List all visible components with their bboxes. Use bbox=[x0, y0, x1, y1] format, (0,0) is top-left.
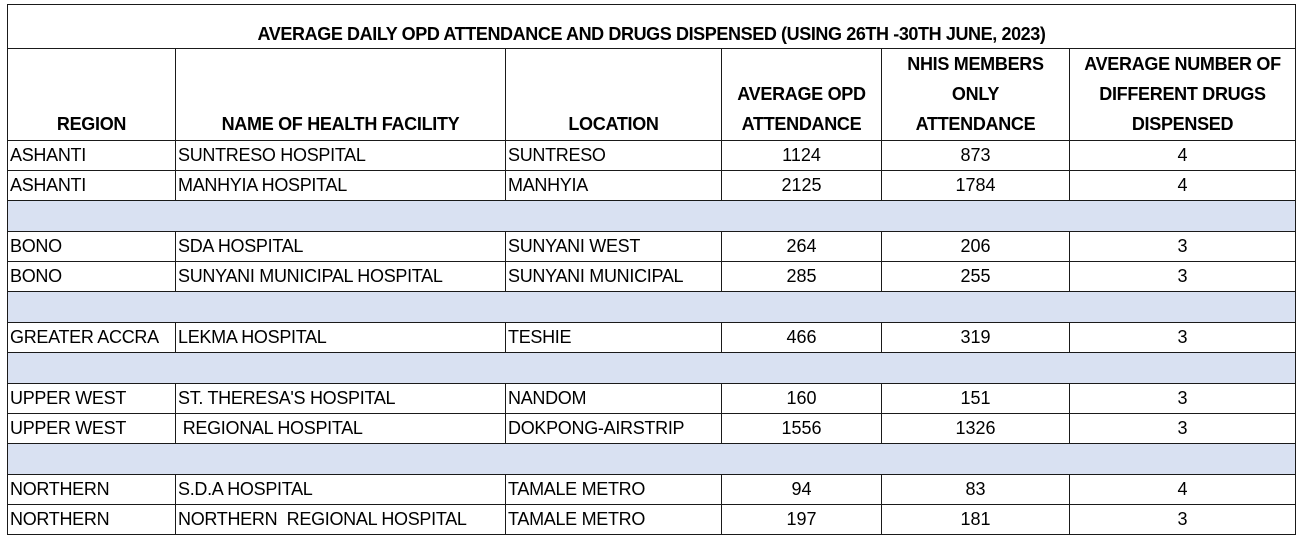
cell-drugs: 4 bbox=[1068, 474, 1297, 505]
header-facility: NAME OF HEALTH FACILITY bbox=[175, 48, 506, 141]
header-region: REGION bbox=[7, 48, 176, 141]
cell-facility: SUNYANI MUNICIPAL HOSPITAL bbox=[175, 261, 506, 292]
cell-region: ASHANTI bbox=[7, 170, 176, 201]
separator-cell bbox=[6, 443, 1297, 475]
separator-cell bbox=[6, 200, 1297, 232]
table-title: AVERAGE DAILY OPD ATTENDANCE AND DRUGS D… bbox=[6, 4, 1297, 49]
cell-drugs: 3 bbox=[1068, 231, 1297, 262]
cell-facility: MANHYIA HOSPITAL bbox=[175, 170, 506, 201]
cell-opd: 466 bbox=[721, 322, 882, 353]
cell-location: NANDOM bbox=[505, 383, 722, 414]
cell-location: TAMALE METRO bbox=[505, 504, 722, 535]
cell-region: NORTHERN bbox=[7, 474, 176, 505]
cell-opd: 2125 bbox=[721, 170, 882, 201]
cell-facility: ST. THERESA'S HOSPITAL bbox=[175, 383, 506, 414]
cell-opd: 94 bbox=[721, 474, 882, 505]
cell-nhis: 206 bbox=[881, 231, 1070, 262]
header-drugs-line-1: AVERAGE NUMBER OF bbox=[1084, 54, 1281, 74]
table-row: BONO SUNYANI MUNICIPAL HOSPITAL SUNYANI … bbox=[7, 261, 1297, 292]
table-row: BONO SDA HOSPITAL SUNYANI WEST 264 206 3 bbox=[7, 231, 1297, 262]
cell-region: BONO bbox=[7, 261, 176, 292]
cell-location: TESHIE bbox=[505, 322, 722, 353]
opd-attendance-table: AVERAGE DAILY OPD ATTENDANCE AND DRUGS D… bbox=[6, 4, 1297, 535]
cell-opd: 1124 bbox=[721, 140, 882, 171]
cell-region: UPPER WEST bbox=[7, 413, 176, 444]
table-row: NORTHERN NORTHERN REGIONAL HOSPITAL TAMA… bbox=[7, 504, 1297, 535]
header-opd-attendance: AVERAGE OPD ATTENDANCE bbox=[721, 48, 882, 141]
cell-drugs: 4 bbox=[1068, 170, 1297, 201]
cell-location: SUNYANI WEST bbox=[505, 231, 722, 262]
header-opd-line-1: AVERAGE OPD bbox=[737, 84, 866, 104]
header-location: LOCATION bbox=[505, 48, 722, 141]
table-row: GREATER ACCRA LEKMA HOSPITAL TESHIE 466 … bbox=[7, 322, 1297, 353]
cell-nhis: 83 bbox=[881, 474, 1070, 505]
cell-facility: REGIONAL HOSPITAL bbox=[175, 413, 506, 444]
cell-nhis: 181 bbox=[881, 504, 1070, 535]
header-drugs-dispensed: AVERAGE NUMBER OF DIFFERENT DRUGS DISPEN… bbox=[1068, 48, 1297, 141]
title-row: AVERAGE DAILY OPD ATTENDANCE AND DRUGS D… bbox=[6, 4, 1297, 49]
cell-region: UPPER WEST bbox=[7, 383, 176, 414]
separator-cell bbox=[6, 291, 1297, 323]
cell-nhis: 1784 bbox=[881, 170, 1070, 201]
cell-location: MANHYIA bbox=[505, 170, 722, 201]
region-separator-row bbox=[6, 443, 1297, 475]
cell-facility: NORTHERN REGIONAL HOSPITAL bbox=[175, 504, 506, 535]
cell-drugs: 3 bbox=[1068, 413, 1297, 444]
cell-region: ASHANTI bbox=[7, 140, 176, 171]
header-opd-line-2: ATTENDANCE bbox=[741, 114, 862, 134]
cell-drugs: 3 bbox=[1068, 261, 1297, 292]
table-row: ASHANTI SUNTRESO HOSPITAL SUNTRESO 1124 … bbox=[7, 140, 1297, 171]
cell-drugs: 3 bbox=[1068, 322, 1297, 353]
cell-facility: S.D.A HOSPITAL bbox=[175, 474, 506, 505]
cell-nhis: 255 bbox=[881, 261, 1070, 292]
region-separator-row bbox=[6, 291, 1297, 323]
separator-cell bbox=[6, 352, 1297, 384]
cell-nhis: 151 bbox=[881, 383, 1070, 414]
header-nhis-line-1: NHIS MEMBERS bbox=[907, 54, 1044, 74]
cell-location: TAMALE METRO bbox=[505, 474, 722, 505]
cell-drugs: 4 bbox=[1068, 140, 1297, 171]
cell-location: DOKPONG-AIRSTRIP bbox=[505, 413, 722, 444]
region-separator-row bbox=[6, 352, 1297, 384]
cell-location: SUNYANI MUNICIPAL bbox=[505, 261, 722, 292]
cell-nhis: 1326 bbox=[881, 413, 1070, 444]
cell-nhis: 873 bbox=[881, 140, 1070, 171]
cell-opd: 264 bbox=[721, 231, 882, 262]
cell-facility: SUNTRESO HOSPITAL bbox=[175, 140, 506, 171]
cell-opd: 197 bbox=[721, 504, 882, 535]
cell-facility: LEKMA HOSPITAL bbox=[175, 322, 506, 353]
cell-opd: 160 bbox=[721, 383, 882, 414]
cell-facility: SDA HOSPITAL bbox=[175, 231, 506, 262]
region-separator-row bbox=[6, 200, 1297, 232]
header-nhis-line-3: ATTENDANCE bbox=[915, 114, 1036, 134]
cell-opd: 285 bbox=[721, 261, 882, 292]
header-row: REGION NAME OF HEALTH FACILITY LOCATION … bbox=[7, 48, 1297, 141]
table-row: UPPER WEST REGIONAL HOSPITAL DOKPONG-AIR… bbox=[7, 413, 1297, 444]
table-row: ASHANTI MANHYIA HOSPITAL MANHYIA 2125 17… bbox=[7, 170, 1297, 201]
header-drugs-line-2: DIFFERENT DRUGS bbox=[1099, 84, 1266, 104]
header-nhis-line-2: ONLY bbox=[951, 84, 1000, 104]
cell-region: NORTHERN bbox=[7, 504, 176, 535]
table-row: UPPER WEST ST. THERESA'S HOSPITAL NANDOM… bbox=[7, 383, 1297, 414]
table-row: NORTHERN S.D.A HOSPITAL TAMALE METRO 94 … bbox=[7, 474, 1297, 505]
cell-region: BONO bbox=[7, 231, 176, 262]
header-drugs-line-3: DISPENSED bbox=[1131, 114, 1234, 134]
header-nhis-attendance: NHIS MEMBERS ONLY ATTENDANCE bbox=[881, 48, 1070, 141]
cell-drugs: 3 bbox=[1068, 383, 1297, 414]
cell-region: GREATER ACCRA bbox=[7, 322, 176, 353]
cell-drugs: 3 bbox=[1068, 504, 1297, 535]
cell-nhis: 319 bbox=[881, 322, 1070, 353]
cell-opd: 1556 bbox=[721, 413, 882, 444]
cell-location: SUNTRESO bbox=[505, 140, 722, 171]
